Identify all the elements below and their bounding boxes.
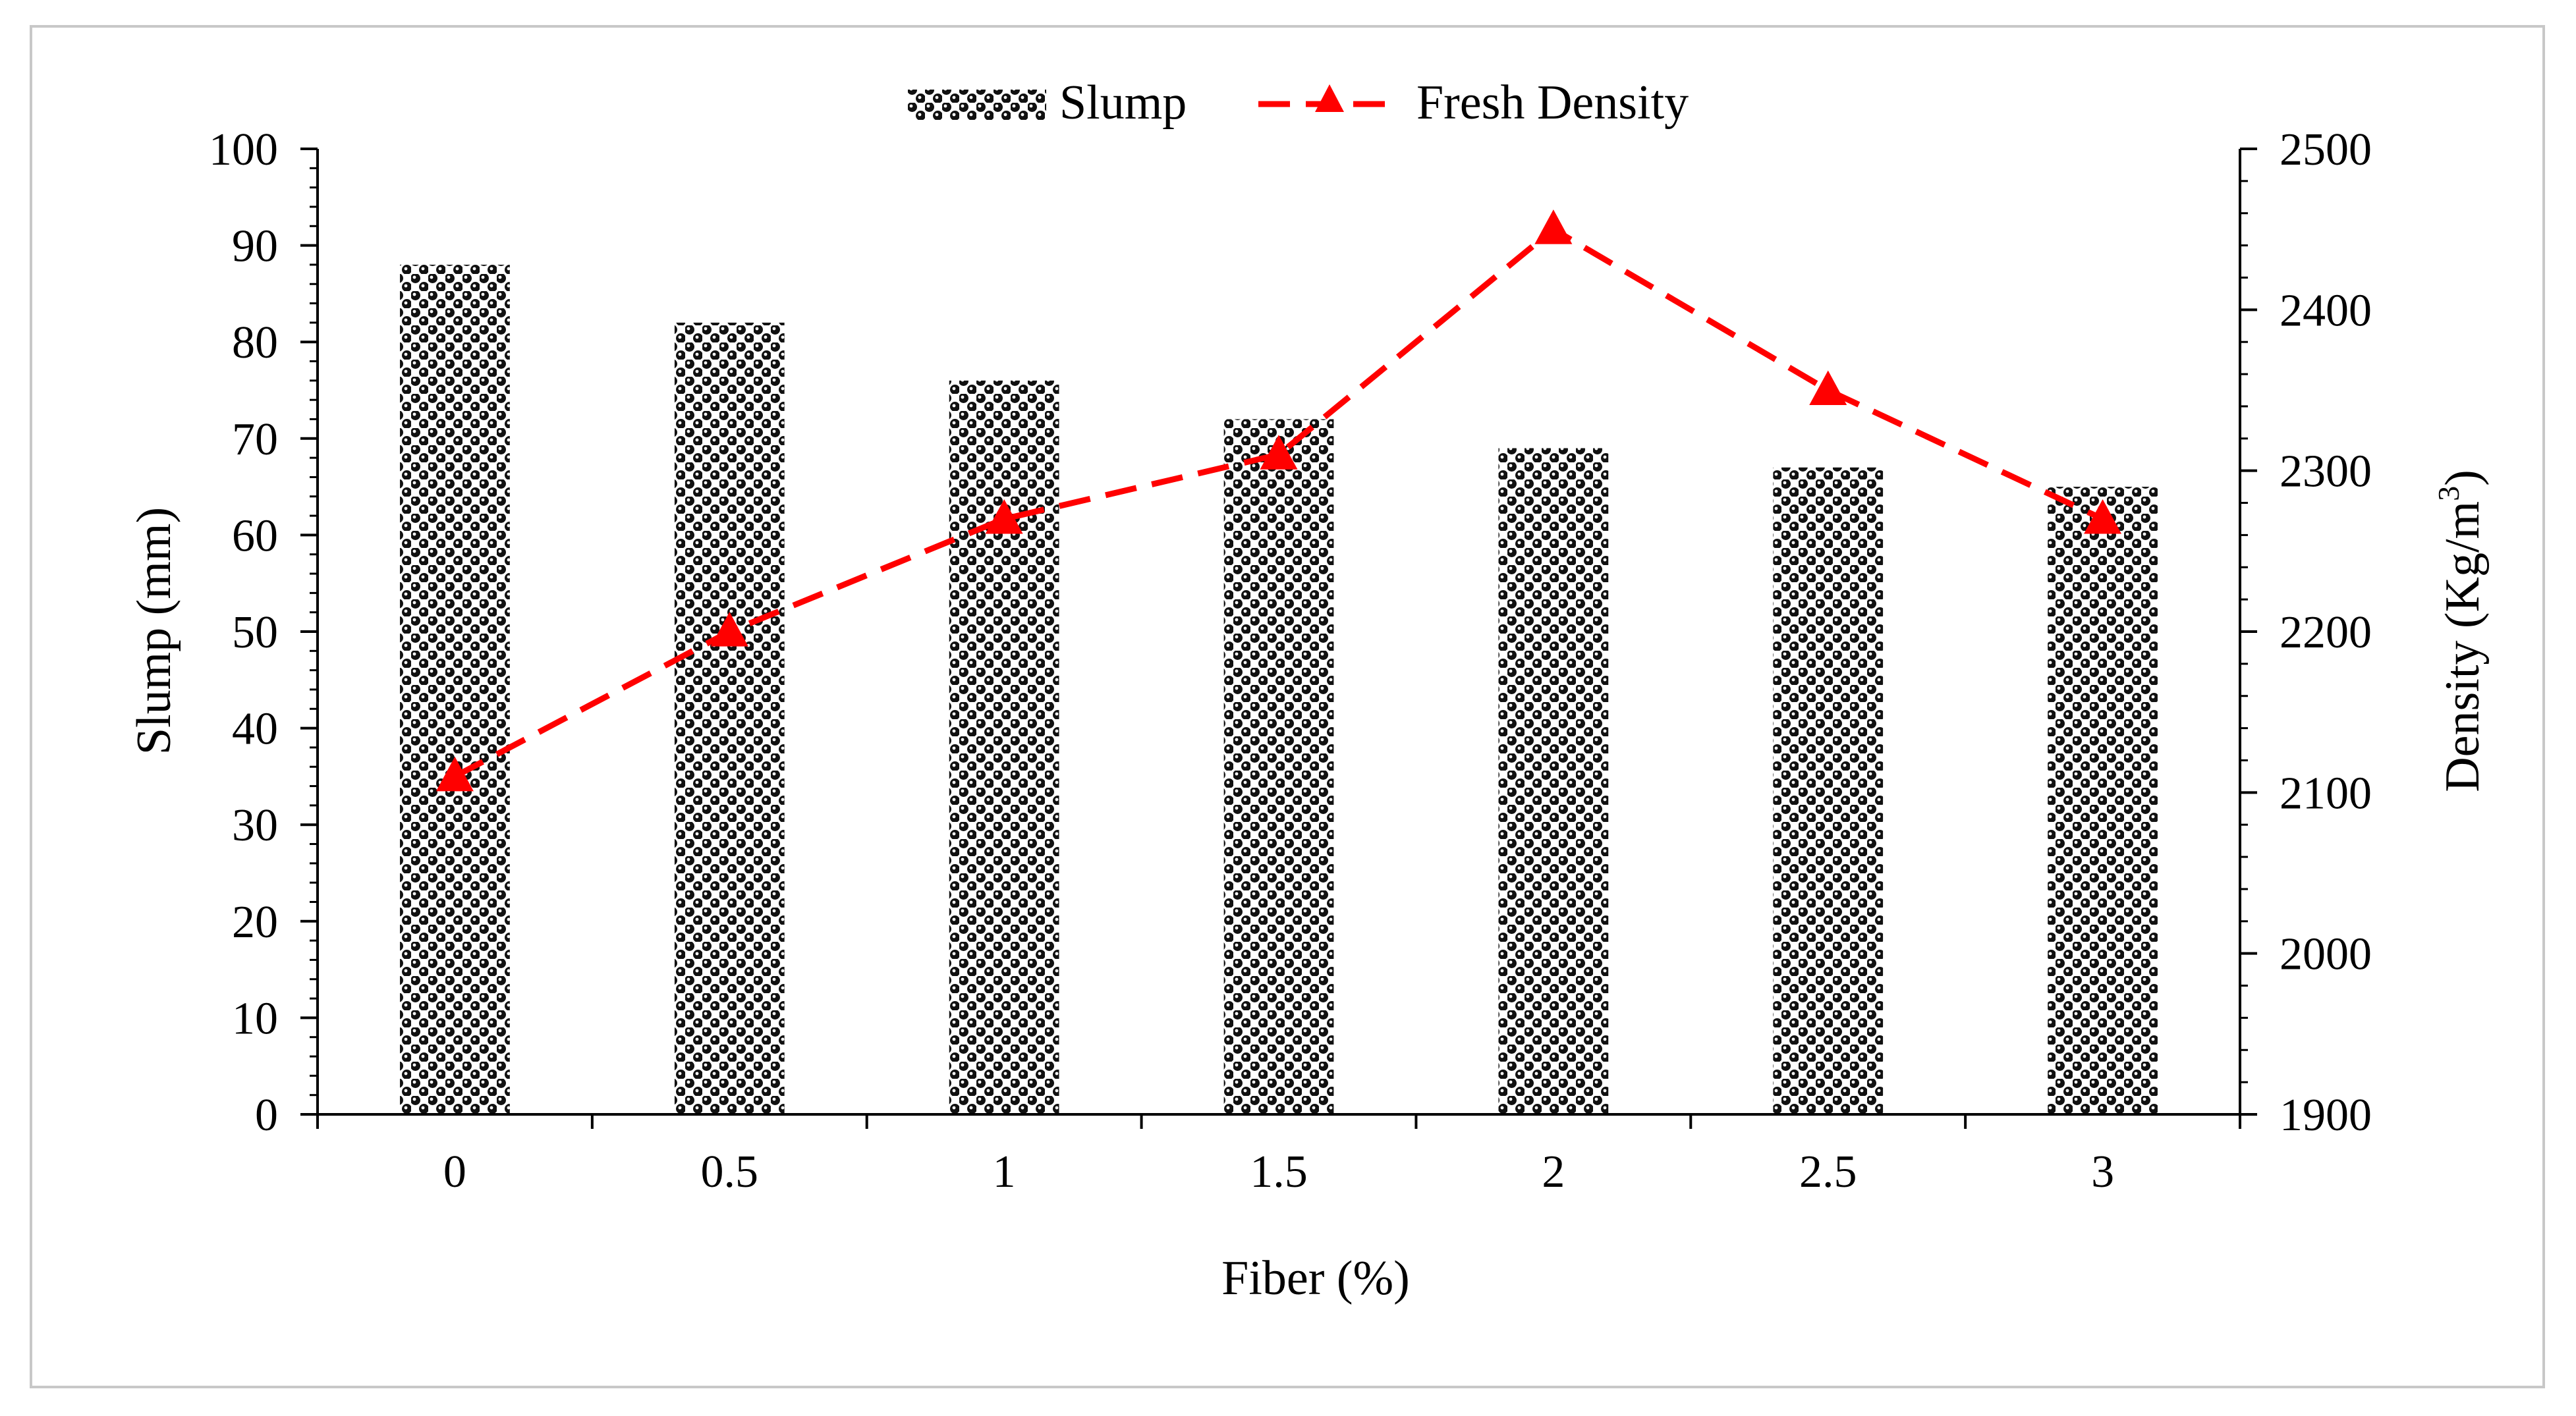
y-tick-label: 0 bbox=[255, 1090, 278, 1141]
slump-bar bbox=[1498, 448, 1609, 1114]
fresh-density-marker bbox=[1809, 370, 1847, 405]
x-tick-label: 1 bbox=[993, 1147, 1016, 1197]
fresh-density-marker bbox=[985, 499, 1023, 534]
slump-bar bbox=[2048, 487, 2158, 1114]
y-tick-label: 80 bbox=[232, 317, 278, 368]
y2-axis-title-close: ) bbox=[2436, 470, 2490, 486]
right-y-ticks: 1900 2000 2100 2200 2300 2400 2500 bbox=[2240, 124, 2372, 1141]
y2-tick-label: 2100 bbox=[2280, 768, 2372, 819]
fresh-density-marker bbox=[435, 756, 474, 792]
y2-tick-label: 1900 bbox=[2280, 1090, 2372, 1141]
y-tick-label: 20 bbox=[232, 897, 278, 948]
y2-tick-label: 2400 bbox=[2280, 285, 2372, 336]
x-tick-label: 2.5 bbox=[1799, 1147, 1857, 1197]
x-tick-label: 0.5 bbox=[701, 1147, 759, 1197]
x-tick-label: 3 bbox=[2091, 1147, 2114, 1197]
fresh-density-marker bbox=[710, 612, 748, 647]
slump-bar bbox=[1223, 419, 1334, 1114]
slump-bars bbox=[400, 264, 2158, 1114]
fresh-density-series bbox=[435, 209, 2122, 792]
y-axis-title: Slump (mm) bbox=[127, 507, 181, 755]
slump-bar bbox=[400, 264, 510, 1114]
slump-bar bbox=[1773, 467, 1884, 1114]
fresh-density-marker bbox=[1260, 435, 1298, 470]
y-tick-label: 30 bbox=[232, 800, 278, 851]
y-tick-label: 50 bbox=[232, 607, 278, 658]
fresh-density-marker bbox=[2084, 499, 2122, 534]
fresh-density-marker bbox=[1534, 209, 1573, 244]
y-tick-label: 90 bbox=[232, 221, 278, 272]
y-tick-label: 100 bbox=[209, 124, 278, 175]
x-tick-label: 1.5 bbox=[1250, 1147, 1308, 1197]
y-tick-label: 10 bbox=[232, 993, 278, 1044]
y2-tick-label: 2000 bbox=[2280, 929, 2372, 980]
y-tick-label: 70 bbox=[232, 414, 278, 465]
legend-slump-label: Slump bbox=[1059, 76, 1187, 130]
y2-tick-label: 2500 bbox=[2280, 124, 2372, 175]
y2-axis-title-sup: 3 bbox=[2432, 486, 2465, 501]
slump-bar bbox=[674, 322, 785, 1114]
y2-tick-label: 2300 bbox=[2280, 447, 2372, 497]
legend-density-label: Fresh Density bbox=[1416, 76, 1689, 130]
y2-axis-title: Density (Kg/m3) bbox=[2432, 470, 2490, 792]
legend-slump-swatch bbox=[908, 90, 1046, 120]
y2-tick-label: 2200 bbox=[2280, 607, 2372, 658]
x-tick-label: 2 bbox=[1542, 1147, 1565, 1197]
x-ticks: 0 0.5 1 1.5 2 2.5 3 bbox=[316, 1114, 2241, 1197]
slump-bar bbox=[949, 380, 1059, 1114]
y-tick-label: 40 bbox=[232, 704, 278, 755]
legend: Slump Fresh Density bbox=[908, 76, 1689, 130]
left-y-ticks: 0 10 20 30 40 50 60 70 80 90 100 bbox=[209, 124, 318, 1141]
x-axis-title: Fiber (%) bbox=[1221, 1251, 1410, 1305]
y-tick-label: 60 bbox=[232, 510, 278, 561]
y2-axis-title-main: Density (Kg/m bbox=[2436, 501, 2490, 792]
x-tick-label: 0 bbox=[443, 1147, 466, 1197]
legend-density-marker bbox=[1315, 84, 1344, 112]
